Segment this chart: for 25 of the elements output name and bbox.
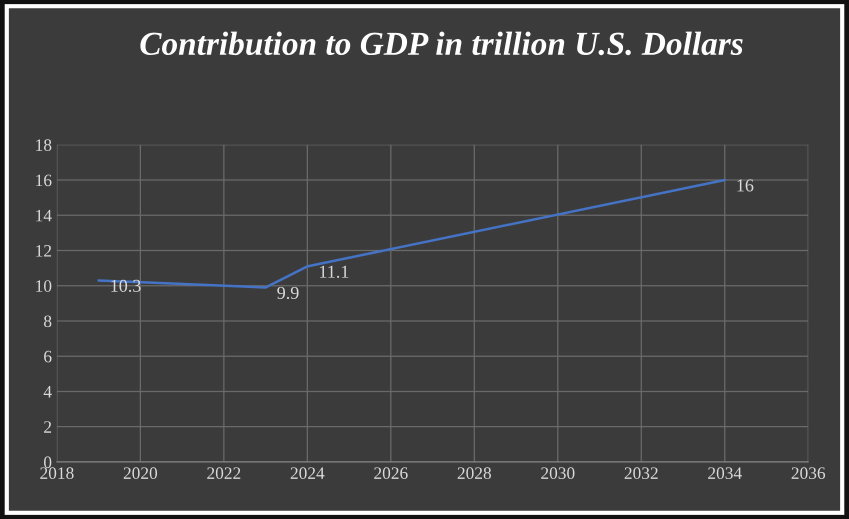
x-tick-label: 2018 xyxy=(40,467,74,479)
y-tick-label: 4 xyxy=(44,386,52,398)
y-tick-label: 12 xyxy=(36,245,52,257)
y-tick-label: 8 xyxy=(44,315,52,328)
data-label: 9.9 xyxy=(277,286,299,300)
chart-title: Contribution to GDP in trillion U.S. Dollars xyxy=(140,32,743,56)
x-tick-label: 2032 xyxy=(624,467,658,479)
y-tick-label: 14 xyxy=(36,210,52,222)
x-tick-label: 2024 xyxy=(290,467,324,479)
data-label: 11.1 xyxy=(320,266,348,278)
x-tick-label: 2034 xyxy=(708,467,742,479)
y-tick-label: 16 xyxy=(36,174,52,186)
x-tick-label: 2026 xyxy=(374,467,408,479)
y-tick-label: 10 xyxy=(36,280,52,292)
x-tick-label: 2022 xyxy=(207,467,240,479)
y-tick-label: 6 xyxy=(44,350,52,362)
x-tick-label: 2036 xyxy=(792,467,826,479)
data-label: 10.3 xyxy=(111,280,141,292)
data-label: 16 xyxy=(737,179,754,192)
y-tick-label: 18 xyxy=(36,139,52,151)
x-tick-label: 2020 xyxy=(124,467,158,479)
y-tick-label: 2 xyxy=(44,421,52,433)
x-tick-label: 2030 xyxy=(541,467,574,479)
y-tick-label: 0 xyxy=(44,456,52,468)
x-tick-label: 2028 xyxy=(458,467,492,479)
